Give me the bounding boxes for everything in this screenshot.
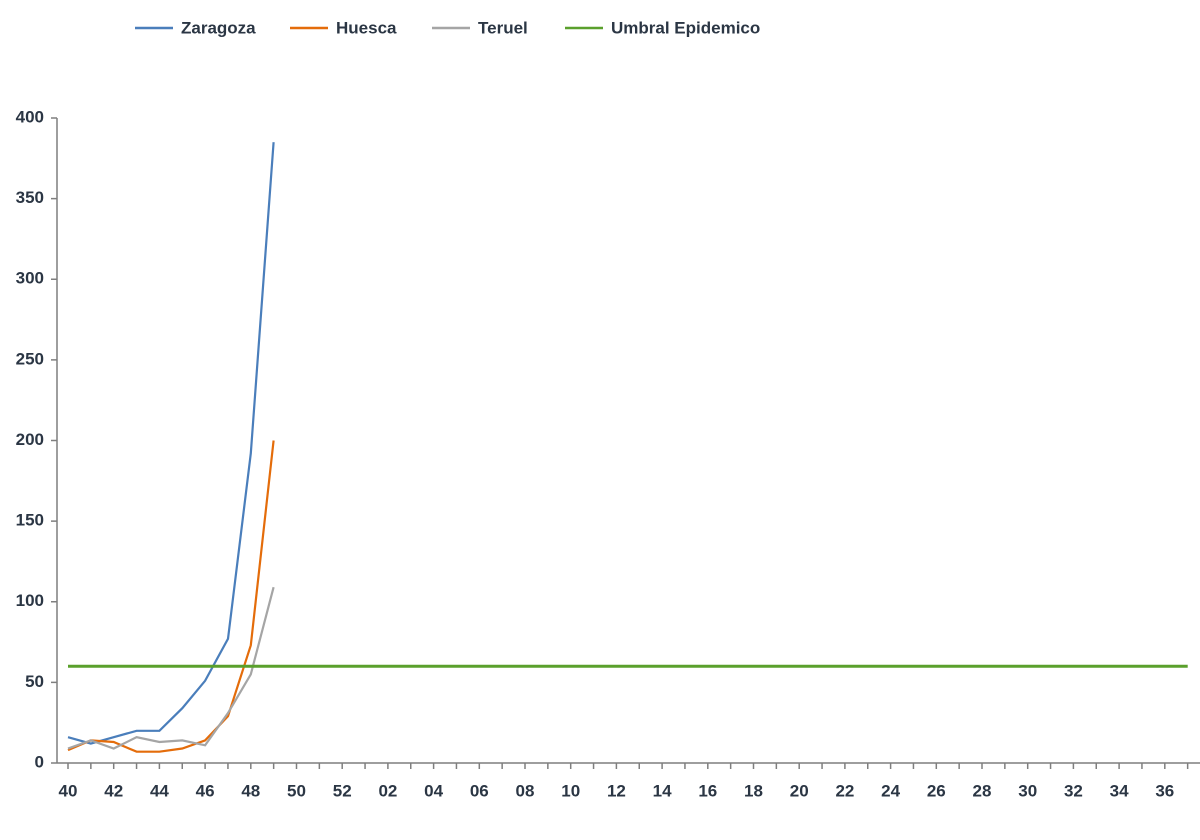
x-tick-label: 16 (698, 781, 717, 800)
series-line (67, 440, 275, 753)
legend-label: Huesca (336, 18, 397, 37)
x-tick-label: 24 (881, 781, 900, 800)
x-tick-label: 28 (973, 781, 992, 800)
x-tick-label: 44 (150, 781, 169, 800)
legend-label: Teruel (478, 18, 528, 37)
x-tick-label: 40 (59, 781, 78, 800)
x-tick-label: 18 (744, 781, 763, 800)
y-tick-label: 200 (16, 430, 44, 449)
legend-label: Zaragoza (181, 18, 256, 37)
x-tick-label: 02 (378, 781, 397, 800)
y-tick-label: 300 (16, 269, 44, 288)
x-tick-label: 04 (424, 781, 443, 800)
y-tick-label: 150 (16, 511, 44, 530)
x-tick-label: 12 (607, 781, 626, 800)
x-tick-label: 20 (790, 781, 809, 800)
series-line (67, 142, 275, 745)
x-tick-label: 32 (1064, 781, 1083, 800)
x-tick-label: 42 (104, 781, 123, 800)
y-tick-label: 100 (16, 591, 44, 610)
x-tick-label: 30 (1018, 781, 1037, 800)
x-tick-label: 36 (1155, 781, 1174, 800)
y-tick-label: 0 (35, 752, 44, 771)
series-line (67, 586, 275, 750)
x-tick-label: 48 (241, 781, 260, 800)
legend-label: Umbral Epidemico (611, 18, 760, 37)
x-tick-label: 46 (196, 781, 215, 800)
x-tick-label: 08 (516, 781, 535, 800)
y-tick-label: 250 (16, 349, 44, 368)
y-tick-label: 400 (16, 107, 44, 126)
x-tick-label: 10 (561, 781, 580, 800)
x-tick-label: 50 (287, 781, 306, 800)
y-tick-label: 350 (16, 188, 44, 207)
x-tick-label: 34 (1110, 781, 1129, 800)
x-tick-label: 26 (927, 781, 946, 800)
x-tick-label: 22 (835, 781, 854, 800)
x-tick-label: 14 (653, 781, 672, 800)
y-tick-label: 50 (25, 672, 44, 691)
x-tick-label: 52 (333, 781, 352, 800)
x-tick-label: 06 (470, 781, 489, 800)
